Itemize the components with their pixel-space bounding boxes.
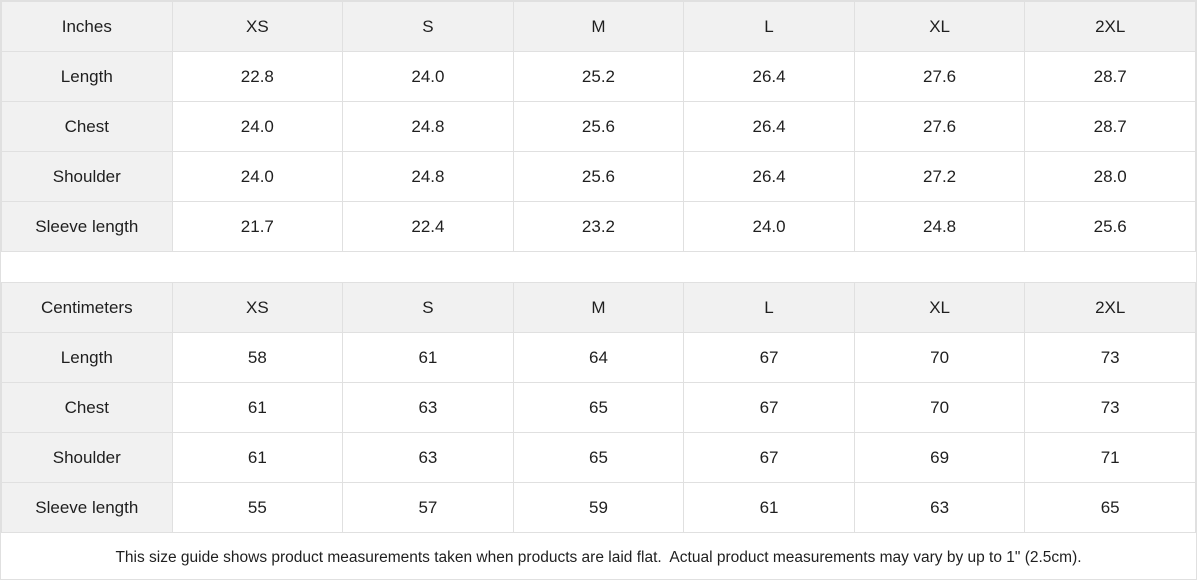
row-label-cell: Chest bbox=[1, 382, 173, 433]
table-row-chest: Chest 24.0 24.8 25.6 26.4 27.6 28.7 bbox=[1, 101, 1196, 152]
value-cell: 63 bbox=[342, 382, 514, 433]
size-header-cell-m: M bbox=[512, 1, 685, 52]
header-row-centimeters: Centimeters XS S M L XL 2XL bbox=[1, 282, 1196, 333]
value-cell: 63 bbox=[342, 432, 514, 483]
table-row-sleeve-length: Sleeve length 55 57 59 61 63 65 bbox=[1, 482, 1196, 533]
value-cell: 63 bbox=[853, 482, 1026, 533]
value-cell: 67 bbox=[683, 332, 855, 383]
value-cell: 59 bbox=[512, 482, 685, 533]
value-cell: 28.7 bbox=[1024, 51, 1196, 102]
value-cell: 24.8 bbox=[342, 101, 514, 152]
value-cell: 28.0 bbox=[1024, 151, 1196, 202]
table-row-chest: Chest 61 63 65 67 70 73 bbox=[1, 382, 1196, 433]
size-header-cell-l: L bbox=[683, 1, 855, 52]
size-header-cell-s: S bbox=[342, 1, 514, 52]
value-cell: 24.0 bbox=[342, 51, 514, 102]
value-cell: 26.4 bbox=[683, 101, 855, 152]
row-label-cell: Shoulder bbox=[1, 432, 173, 483]
value-cell: 24.0 bbox=[171, 151, 344, 202]
value-cell: 61 bbox=[171, 432, 344, 483]
value-cell: 67 bbox=[683, 432, 855, 483]
value-cell: 73 bbox=[1024, 332, 1196, 383]
value-cell: 71 bbox=[1024, 432, 1196, 483]
value-cell: 55 bbox=[171, 482, 344, 533]
size-header-cell-m: M bbox=[512, 282, 685, 333]
size-header-cell-s: S bbox=[342, 282, 514, 333]
value-cell: 65 bbox=[512, 382, 685, 433]
table-row-length: Length 58 61 64 67 70 73 bbox=[1, 332, 1196, 383]
size-header-cell-2xl: 2XL bbox=[1024, 282, 1196, 333]
value-cell: 73 bbox=[1024, 382, 1196, 433]
value-cell: 64 bbox=[512, 332, 685, 383]
table-row-sleeve-length: Sleeve length 21.7 22.4 23.2 24.0 24.8 2… bbox=[1, 201, 1196, 252]
value-cell: 65 bbox=[1024, 482, 1196, 533]
unit-header-cell: Inches bbox=[1, 1, 173, 52]
size-header-cell-xs: XS bbox=[171, 282, 344, 333]
unit-header-cell: Centimeters bbox=[1, 282, 173, 333]
table-row-shoulder: Shoulder 24.0 24.8 25.6 26.4 27.2 28.0 bbox=[1, 151, 1196, 202]
value-cell: 61 bbox=[171, 382, 344, 433]
value-cell: 24.8 bbox=[853, 201, 1026, 252]
value-cell: 22.8 bbox=[171, 51, 344, 102]
row-label-cell: Sleeve length bbox=[1, 482, 173, 533]
value-cell: 27.6 bbox=[853, 51, 1026, 102]
value-cell: 24.0 bbox=[171, 101, 344, 152]
size-header-cell-2xl: 2XL bbox=[1024, 1, 1196, 52]
value-cell: 26.4 bbox=[683, 51, 855, 102]
header-row-inches: Inches XS S M L XL 2XL bbox=[1, 1, 1196, 52]
value-cell: 70 bbox=[853, 382, 1026, 433]
row-label-cell: Length bbox=[1, 332, 173, 383]
row-label-cell: Sleeve length bbox=[1, 201, 173, 252]
value-cell: 26.4 bbox=[683, 151, 855, 202]
value-cell: 65 bbox=[512, 432, 685, 483]
table-gap-spacer bbox=[1, 252, 1196, 282]
size-table-centimeters: Centimeters XS S M L XL 2XL Length 58 61… bbox=[1, 282, 1196, 533]
value-cell: 67 bbox=[683, 382, 855, 433]
value-cell: 70 bbox=[853, 332, 1026, 383]
size-header-cell-xs: XS bbox=[171, 1, 344, 52]
size-header-cell-xl: XL bbox=[853, 1, 1026, 52]
value-cell: 25.2 bbox=[512, 51, 685, 102]
value-cell: 23.2 bbox=[512, 201, 685, 252]
value-cell: 25.6 bbox=[1024, 201, 1196, 252]
value-cell: 57 bbox=[342, 482, 514, 533]
footer-note: This size guide shows product measuremen… bbox=[1, 533, 1196, 579]
row-label-cell: Chest bbox=[1, 101, 173, 152]
value-cell: 58 bbox=[171, 332, 344, 383]
value-cell: 69 bbox=[853, 432, 1026, 483]
size-header-cell-xl: XL bbox=[853, 282, 1026, 333]
value-cell: 24.0 bbox=[683, 201, 855, 252]
value-cell: 21.7 bbox=[171, 201, 344, 252]
value-cell: 61 bbox=[683, 482, 855, 533]
value-cell: 28.7 bbox=[1024, 101, 1196, 152]
value-cell: 27.2 bbox=[853, 151, 1026, 202]
size-table-inches: Inches XS S M L XL 2XL Length 22.8 24.0 … bbox=[1, 1, 1196, 252]
value-cell: 22.4 bbox=[342, 201, 514, 252]
row-label-cell: Length bbox=[1, 51, 173, 102]
size-header-cell-l: L bbox=[683, 282, 855, 333]
table-row-length: Length 22.8 24.0 25.2 26.4 27.6 28.7 bbox=[1, 51, 1196, 102]
value-cell: 25.6 bbox=[512, 101, 685, 152]
value-cell: 61 bbox=[342, 332, 514, 383]
row-label-cell: Shoulder bbox=[1, 151, 173, 202]
table-row-shoulder: Shoulder 61 63 65 67 69 71 bbox=[1, 432, 1196, 483]
value-cell: 25.6 bbox=[512, 151, 685, 202]
value-cell: 27.6 bbox=[853, 101, 1026, 152]
value-cell: 24.8 bbox=[342, 151, 514, 202]
